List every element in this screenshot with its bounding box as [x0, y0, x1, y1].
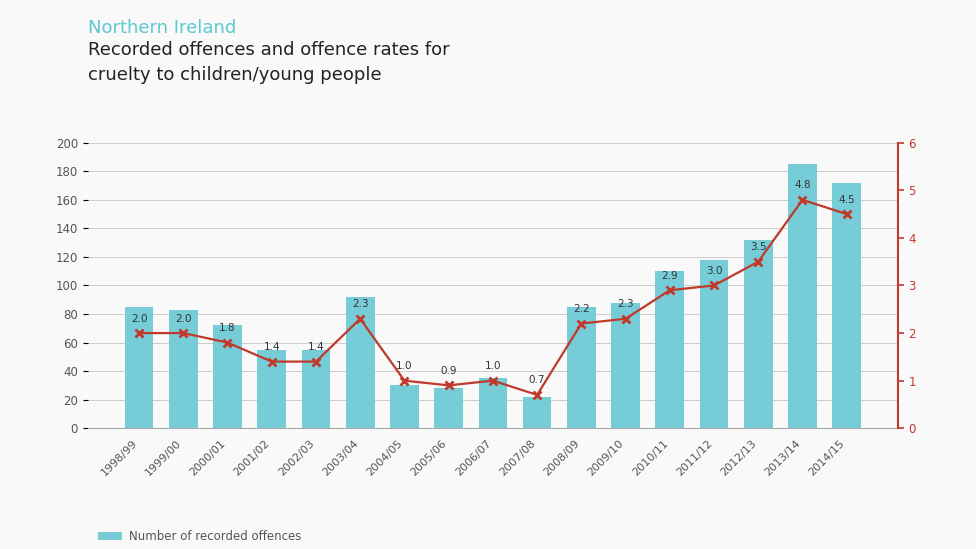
Text: 0.7: 0.7: [529, 376, 546, 385]
Bar: [346, 297, 375, 428]
Rate of offences per 10,000 children aged under 16: [487, 377, 499, 384]
Rate of offences per 10,000 children aged under 16: [576, 320, 588, 327]
Line: Rate of offences per 10,000 children aged under 16: Rate of offences per 10,000 children age…: [135, 195, 851, 399]
Text: 2.0: 2.0: [175, 313, 191, 323]
Text: 2.3: 2.3: [352, 299, 369, 309]
Text: 2.2: 2.2: [573, 304, 590, 314]
Bar: [700, 260, 728, 428]
Bar: [258, 350, 286, 428]
Rate of offences per 10,000 children aged under 16: [796, 197, 808, 203]
Bar: [478, 378, 508, 428]
Text: 3.0: 3.0: [706, 266, 722, 276]
Rate of offences per 10,000 children aged under 16: [620, 316, 631, 322]
Text: 2.0: 2.0: [131, 313, 147, 323]
Text: 3.5: 3.5: [750, 242, 766, 252]
Bar: [788, 164, 817, 428]
Rate of offences per 10,000 children aged under 16: [398, 377, 410, 384]
Bar: [390, 385, 419, 428]
Text: 1.0: 1.0: [396, 361, 413, 371]
Rate of offences per 10,000 children aged under 16: [443, 382, 455, 389]
Text: 0.9: 0.9: [440, 366, 457, 376]
Rate of offences per 10,000 children aged under 16: [178, 330, 189, 337]
Rate of offences per 10,000 children aged under 16: [664, 287, 675, 294]
Bar: [567, 307, 595, 428]
Text: 1.4: 1.4: [264, 342, 280, 352]
Bar: [302, 350, 330, 428]
Text: 1.0: 1.0: [485, 361, 501, 371]
Text: 1.8: 1.8: [220, 323, 236, 333]
Text: 1.4: 1.4: [307, 342, 324, 352]
Rate of offences per 10,000 children aged under 16: [709, 282, 720, 289]
Text: 4.8: 4.8: [794, 180, 811, 191]
Bar: [833, 183, 861, 428]
Bar: [744, 240, 773, 428]
Rate of offences per 10,000 children aged under 16: [133, 330, 144, 337]
Text: 2.3: 2.3: [617, 299, 633, 309]
Bar: [611, 302, 640, 428]
Rate of offences per 10,000 children aged under 16: [222, 339, 233, 346]
Text: 2.9: 2.9: [662, 271, 678, 281]
Bar: [169, 310, 198, 428]
Bar: [125, 307, 153, 428]
Rate of offences per 10,000 children aged under 16: [531, 391, 543, 398]
Rate of offences per 10,000 children aged under 16: [265, 358, 277, 365]
Rate of offences per 10,000 children aged under 16: [354, 316, 366, 322]
Text: Recorded offences and offence rates for
cruelty to children/young people: Recorded offences and offence rates for …: [88, 41, 450, 84]
Bar: [434, 388, 463, 428]
Rate of offences per 10,000 children aged under 16: [841, 211, 853, 217]
Text: 4.5: 4.5: [838, 194, 855, 205]
Legend: Number of recorded offences, Rate of offences per 10,000 children aged under 16: Number of recorded offences, Rate of off…: [94, 525, 439, 549]
Bar: [656, 271, 684, 428]
Text: Northern Ireland: Northern Ireland: [88, 19, 236, 37]
Rate of offences per 10,000 children aged under 16: [310, 358, 322, 365]
Rate of offences per 10,000 children aged under 16: [752, 259, 764, 265]
Bar: [213, 326, 242, 428]
Bar: [523, 397, 551, 428]
